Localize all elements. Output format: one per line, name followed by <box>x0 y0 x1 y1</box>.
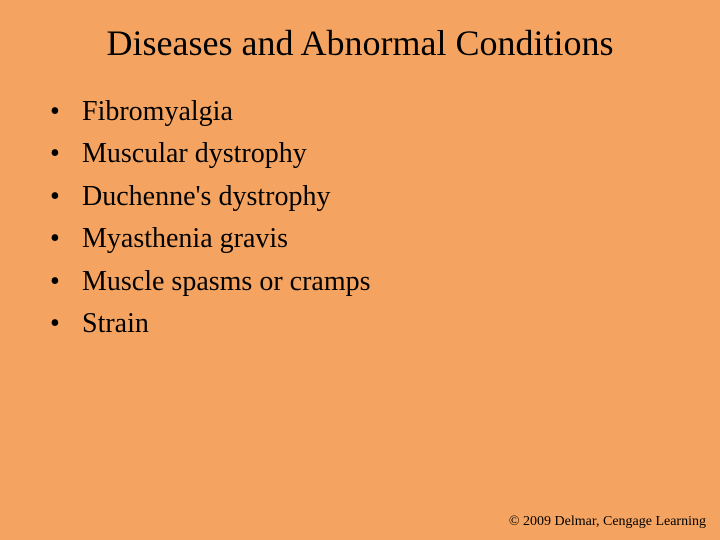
bullet-icon: • <box>50 94 82 130</box>
bullet-text: Myasthenia gravis <box>82 221 288 257</box>
bullet-text: Muscular dystrophy <box>82 136 307 172</box>
bullet-text: Fibromyalgia <box>82 94 233 130</box>
list-item: • Duchenne's dystrophy <box>50 179 720 215</box>
bullet-text: Duchenne's dystrophy <box>82 179 330 215</box>
copyright-footer: © 2009 Delmar, Cengage Learning <box>509 514 706 530</box>
bullet-list: • Fibromyalgia • Muscular dystrophy • Du… <box>0 94 720 342</box>
bullet-icon: • <box>50 264 82 300</box>
bullet-icon: • <box>50 136 82 172</box>
bullet-text: Muscle spasms or cramps <box>82 264 371 300</box>
bullet-text: Strain <box>82 306 149 342</box>
list-item: • Muscular dystrophy <box>50 136 720 172</box>
bullet-icon: • <box>50 221 82 257</box>
bullet-icon: • <box>50 306 82 342</box>
list-item: • Myasthenia gravis <box>50 221 720 257</box>
slide-title: Diseases and Abnormal Conditions <box>0 0 720 94</box>
bullet-icon: • <box>50 179 82 215</box>
list-item: • Muscle spasms or cramps <box>50 264 720 300</box>
list-item: • Strain <box>50 306 720 342</box>
list-item: • Fibromyalgia <box>50 94 720 130</box>
